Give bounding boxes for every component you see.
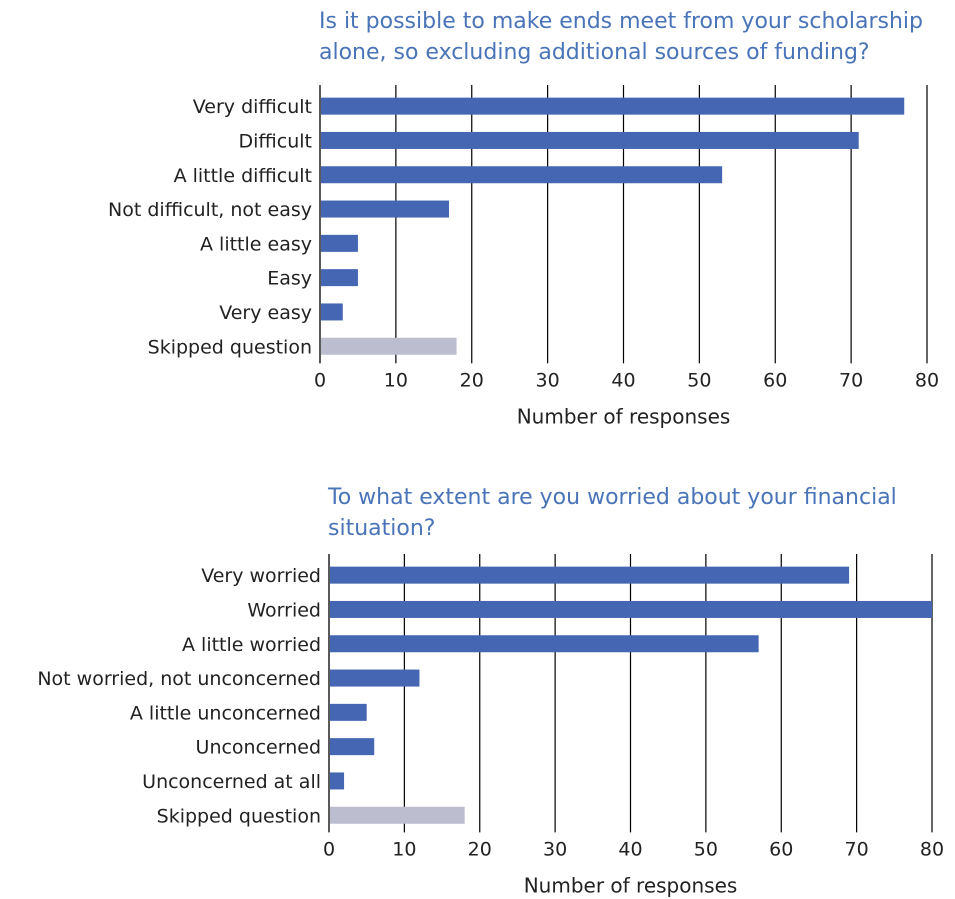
chart-1-title-line-2: alone, so excluding additional sources o…	[319, 40, 870, 65]
x-tick-label: 40	[611, 369, 635, 391]
x-axis-title: Number of responses	[524, 873, 738, 897]
chart-2-title-line-1: To what extent are you worried about you…	[328, 485, 897, 510]
category-label: A little easy	[200, 233, 312, 255]
bar	[330, 703, 367, 721]
x-tick-label: 40	[618, 838, 642, 860]
bar	[330, 635, 759, 653]
bar	[330, 600, 932, 618]
bar	[321, 303, 343, 321]
category-label: Very worried	[201, 565, 321, 587]
x-tick-label: 80	[915, 369, 939, 391]
bar	[330, 566, 850, 584]
bar	[321, 166, 723, 184]
x-tick-label: 60	[769, 838, 793, 860]
x-tick-label: 60	[763, 369, 787, 391]
category-label: Unconcerned at all	[142, 771, 321, 793]
x-tick-label: 30	[543, 838, 567, 860]
bar	[321, 200, 449, 218]
x-tick-label: 70	[845, 838, 869, 860]
x-tick-label: 50	[694, 838, 718, 860]
x-tick-label: 20	[468, 838, 492, 860]
chart-1-plot: Very difficult Difficult A little difficul…	[108, 85, 939, 428]
category-label: Difficult	[239, 130, 313, 152]
bar	[330, 772, 345, 790]
x-tick-label: 0	[323, 838, 335, 860]
bar	[321, 97, 905, 115]
chart-2-title-line-2: situation?	[328, 516, 436, 541]
bar	[321, 337, 457, 355]
chart-2-title: To what extent are you worried about you…	[328, 482, 897, 544]
x-tick-label: 30	[536, 369, 560, 391]
category-label: Very difficult	[193, 96, 312, 118]
bar	[330, 806, 465, 824]
x-tick-label: 10	[392, 838, 416, 860]
category-label: Skipped question	[148, 336, 312, 358]
category-label: Not worried, not unconcerned	[37, 668, 321, 690]
x-tick-label: 70	[839, 369, 863, 391]
x-tick-label: 0	[314, 369, 326, 391]
category-label: A little unconcerned	[130, 702, 321, 724]
bar	[321, 131, 859, 149]
bar	[321, 234, 358, 252]
category-label: A little difficult	[174, 165, 312, 187]
x-tick-label: 20	[460, 369, 484, 391]
chart-1-title: Is it possible to make ends meet from yo…	[319, 6, 923, 68]
category-label: Not difficult, not easy	[108, 199, 312, 221]
category-label: Easy	[267, 268, 312, 290]
x-axis-title: Number of responses	[517, 404, 731, 428]
category-label: Skipped question	[157, 805, 321, 827]
x-tick-label: 50	[687, 369, 711, 391]
bar	[330, 669, 420, 687]
category-label: A little worried	[182, 634, 321, 656]
x-tick-label: 10	[384, 369, 408, 391]
category-label: Unconcerned	[196, 737, 321, 759]
x-tick-label: 80	[920, 838, 944, 860]
bar	[330, 738, 375, 756]
chart-2-plot: Very worried Worried A little worried Not w…	[37, 554, 944, 897]
bar	[321, 269, 358, 287]
category-label: Very easy	[219, 302, 312, 324]
category-label: Worried	[247, 599, 321, 621]
chart-1-title-line-1: Is it possible to make ends meet from yo…	[319, 9, 923, 34]
